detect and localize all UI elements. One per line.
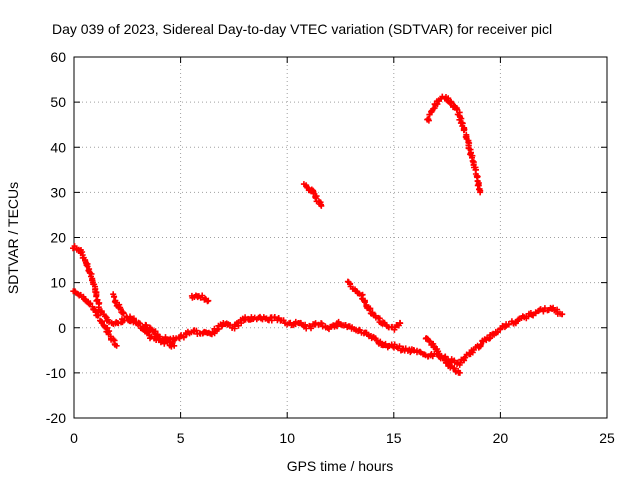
y-tick-label: 30	[50, 184, 66, 200]
x-tick-label: 5	[177, 430, 185, 446]
y-tick-label: 20	[50, 230, 66, 246]
x-tick-label: 0	[70, 430, 78, 446]
series-main-trace	[70, 243, 566, 368]
x-axis-title: GPS time / hours	[287, 458, 394, 474]
x-tick-label: 20	[493, 430, 509, 446]
x-tick-label: 25	[599, 430, 615, 446]
data-points	[70, 243, 566, 368]
y-axis-title: SDTVAR / TECUs	[5, 182, 21, 294]
x-tick-label: 15	[386, 430, 402, 446]
x-tick-label: 10	[279, 430, 295, 446]
data-points	[188, 292, 212, 305]
series-descending-13h	[344, 278, 404, 333]
y-tick-label: 0	[58, 320, 66, 336]
series-arc-17h	[424, 93, 484, 196]
series-arc-11h	[300, 181, 325, 209]
series-early-branch	[70, 288, 120, 349]
data-points	[344, 278, 404, 333]
series-dip-17h	[422, 335, 463, 376]
y-tick-label: 50	[50, 94, 66, 110]
y-tick-label: -10	[46, 365, 66, 381]
series-morning-branch	[110, 291, 178, 350]
tick-layer: 0 5 10 15 20 25 -20 -10 0 10 20 30 40 50 60	[46, 49, 615, 446]
chart-title: Day 039 of 2023, Sidereal Day-to-day VTE…	[52, 21, 552, 37]
y-tick-label: 60	[50, 49, 66, 65]
data-points	[70, 288, 120, 349]
data-layer	[70, 93, 566, 376]
y-tick-label: 40	[50, 139, 66, 155]
grid	[74, 57, 607, 418]
y-tick-label: 10	[50, 275, 66, 291]
data-points	[424, 93, 484, 196]
data-points	[300, 181, 325, 209]
plot-area-border	[73, 56, 608, 419]
data-points	[422, 335, 463, 376]
data-points	[110, 291, 178, 350]
series-segment-6h	[188, 292, 212, 305]
y-tick-label: -20	[46, 410, 66, 426]
